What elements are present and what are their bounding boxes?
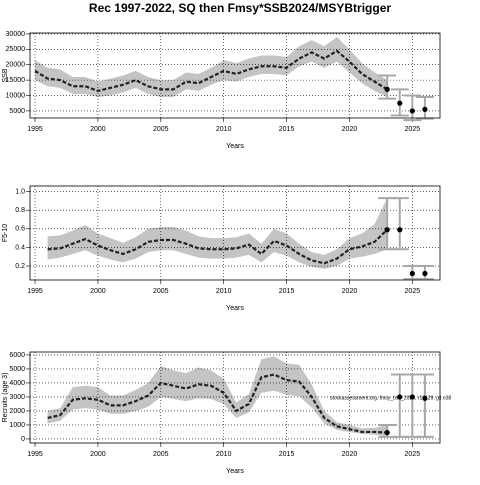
y-tick-label: 30000: [6, 31, 26, 38]
x-tick-label: 2010: [216, 288, 232, 295]
y-tick-label: 20000: [6, 62, 26, 69]
chart-title: Rec 1997-2022, SQ then Fmsy*SSB2024/MSYB…: [89, 1, 391, 15]
y-tick-label: 3000: [9, 394, 25, 401]
y-tick-label: 0.4: [15, 244, 25, 251]
point: [384, 86, 390, 92]
y-tick-label: 4000: [9, 380, 25, 387]
x-axis-label: Years: [226, 143, 244, 150]
y-tick-label: 6000: [9, 352, 25, 359]
x-tick-label: 2020: [342, 126, 358, 133]
median-line: [47, 373, 388, 434]
y-tick-label: 0.8: [15, 207, 25, 214]
point: [409, 394, 415, 400]
y-tick-label: 0: [21, 436, 25, 443]
y-tick-label: 5000: [9, 108, 25, 115]
confidence-band: [47, 198, 388, 269]
y-axis-label: SSB: [2, 68, 9, 82]
point: [397, 100, 403, 106]
y-axis-label: Recruits (age 3): [2, 373, 9, 423]
x-tick-label: 2005: [153, 126, 169, 133]
x-tick-label: 1995: [27, 288, 43, 295]
point: [409, 108, 415, 114]
x-tick-label: 2010: [216, 126, 232, 133]
x-tick-label: 2000: [90, 126, 106, 133]
y-tick-label: 0.6: [15, 226, 25, 233]
point: [409, 270, 415, 277]
y-tick-label: 0.2: [15, 263, 25, 270]
x-tick-label: 2020: [342, 451, 358, 458]
x-tick-label: 2005: [153, 451, 169, 458]
annotation: stockassessment.org, fmsy_bsb_2024, r181…: [330, 395, 451, 401]
x-tick-label: 2005: [153, 288, 169, 295]
x-axis-label: Years: [226, 468, 244, 475]
x-tick-label: 2025: [405, 126, 421, 133]
x-tick-label: 2020: [342, 288, 358, 295]
x-tick-label: 2000: [90, 288, 106, 295]
point: [384, 430, 390, 436]
x-tick-label: 2015: [279, 126, 295, 133]
x-tick-label: 2025: [405, 451, 421, 458]
x-tick-label: 2010: [216, 451, 232, 458]
x-tick-label: 1995: [27, 451, 43, 458]
x-tick-label: 1995: [27, 126, 43, 133]
median-line: [47, 228, 388, 265]
y-tick-label: 25000: [6, 46, 26, 53]
x-axis-label: Years: [226, 305, 244, 312]
point: [397, 227, 403, 233]
x-tick-label: 2025: [405, 288, 421, 295]
x-tick-label: 2000: [90, 451, 106, 458]
median-line: [34, 49, 388, 93]
y-tick-label: 10000: [6, 92, 26, 99]
x-tick-label: 2015: [279, 451, 295, 458]
y-tick-label: 2000: [9, 408, 25, 415]
point: [422, 395, 428, 401]
plot-frame: [29, 351, 441, 444]
confidence-band: [47, 356, 388, 437]
y-tick-label: 15000: [6, 77, 26, 84]
point: [422, 106, 428, 112]
confidence-band: [35, 37, 388, 98]
point: [384, 227, 390, 233]
x-tick-label: 2015: [279, 288, 295, 295]
point: [422, 270, 428, 277]
plot-frame: [29, 32, 441, 119]
y-axis-label: F5-10: [2, 224, 9, 242]
y-tick-label: 1.0: [15, 188, 25, 195]
y-tick-label: 5000: [9, 366, 25, 373]
plot-frame: [29, 185, 441, 281]
y-tick-label: 1000: [9, 422, 25, 429]
point: [397, 394, 403, 400]
